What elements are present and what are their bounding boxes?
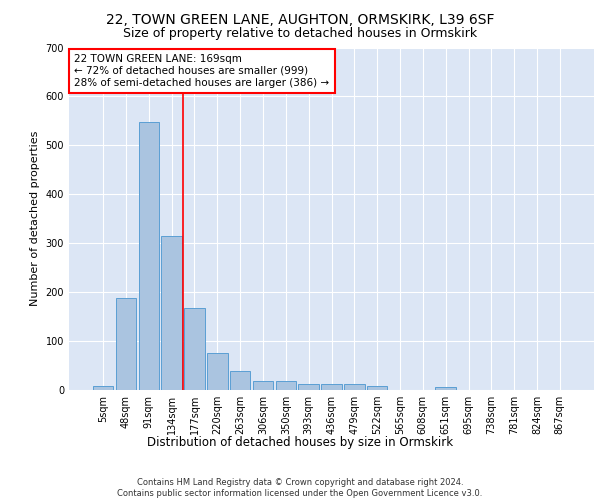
- Bar: [436, 387, 456, 390]
- Bar: [207, 354, 227, 390]
- Bar: [367, 386, 388, 390]
- Bar: [321, 384, 342, 390]
- Text: Contains HM Land Registry data © Crown copyright and database right 2024.
Contai: Contains HM Land Registry data © Crown c…: [118, 478, 482, 498]
- Bar: [230, 371, 250, 390]
- Bar: [253, 381, 273, 390]
- Bar: [344, 384, 365, 390]
- Bar: [139, 122, 159, 390]
- Bar: [93, 386, 113, 390]
- Bar: [275, 381, 296, 390]
- Bar: [298, 384, 319, 390]
- Bar: [184, 308, 205, 390]
- Bar: [161, 236, 182, 390]
- Y-axis label: Number of detached properties: Number of detached properties: [30, 131, 40, 306]
- Text: Size of property relative to detached houses in Ormskirk: Size of property relative to detached ho…: [123, 28, 477, 40]
- Bar: [116, 298, 136, 390]
- Text: 22 TOWN GREEN LANE: 169sqm
← 72% of detached houses are smaller (999)
28% of sem: 22 TOWN GREEN LANE: 169sqm ← 72% of deta…: [74, 54, 329, 88]
- Text: 22, TOWN GREEN LANE, AUGHTON, ORMSKIRK, L39 6SF: 22, TOWN GREEN LANE, AUGHTON, ORMSKIRK, …: [106, 12, 494, 26]
- Text: Distribution of detached houses by size in Ormskirk: Distribution of detached houses by size …: [147, 436, 453, 449]
